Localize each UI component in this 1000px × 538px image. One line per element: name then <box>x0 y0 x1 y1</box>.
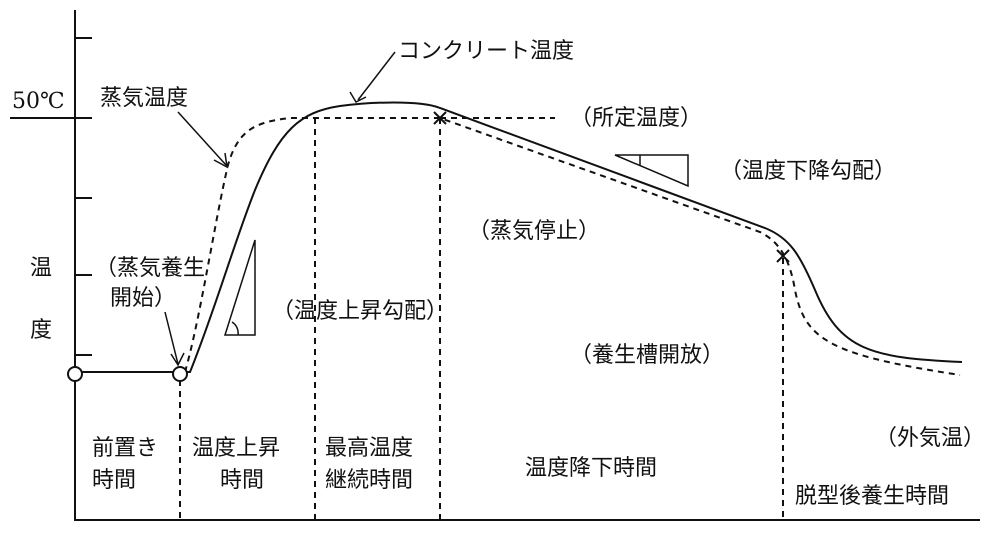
phase-label: 脱型後養生時間 <box>795 484 949 509</box>
arrow <box>177 111 228 169</box>
phase-label: 前置き時間 <box>92 436 158 493</box>
steam-start-circle <box>172 366 188 382</box>
annotation: （所定温度） <box>570 106 702 131</box>
phase-label: 温度降下時間 <box>525 456 657 481</box>
phase-label: 最高温度継続時間 <box>325 436 413 493</box>
cross-marker <box>433 111 790 263</box>
phase-dividers <box>179 117 784 520</box>
steam-curve <box>184 117 961 376</box>
rise-triangle <box>223 239 256 336</box>
arrow <box>349 51 396 103</box>
y-ticks <box>10 37 92 356</box>
y-axis <box>74 10 980 521</box>
annotation: （外気温） <box>875 426 985 451</box>
concrete-curve <box>75 101 963 373</box>
y-axis-label: 温度 <box>30 256 52 343</box>
steam-label: 蒸気温度 <box>100 86 188 111</box>
annotation: （蒸気停止） <box>468 219 600 244</box>
annotation: （温度下降勾配） <box>720 159 896 184</box>
curve-label: コンクリート温度 <box>398 39 574 64</box>
temp-mark: 50℃ <box>12 89 65 114</box>
start-circle <box>67 366 83 382</box>
annotation: （蒸気養生開始） <box>95 256 205 311</box>
phase-label: 温度上昇時間 <box>192 436 280 493</box>
annotation: （養生槽開放） <box>570 343 724 368</box>
annotation: （温度上昇勾配） <box>272 299 448 324</box>
fall-triangle <box>614 154 689 188</box>
arrow <box>164 311 185 367</box>
